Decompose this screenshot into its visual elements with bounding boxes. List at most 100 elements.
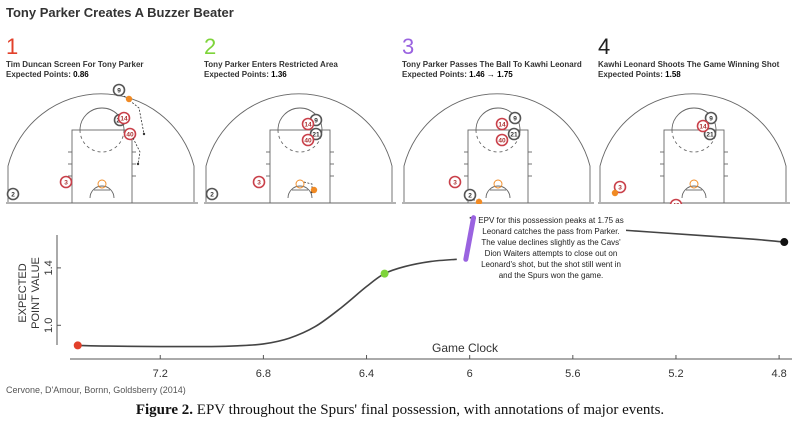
figure-caption-label: Figure 2. xyxy=(135,402,194,418)
x-tick-label: 4.8 xyxy=(771,368,786,380)
panel-3-expected-points: Expected Points: 1.46 → 1.75 xyxy=(402,70,513,80)
y-tick-label: 1.0 xyxy=(43,318,55,333)
svg-text:2: 2 xyxy=(210,192,214,199)
panel-4-ep-value: 1.58 xyxy=(665,70,681,79)
x-tick-label: 6.8 xyxy=(256,368,271,380)
panel-3-caption: Tony Parker Passes The Ball To Kawhi Leo… xyxy=(402,60,582,69)
svg-text:40: 40 xyxy=(304,138,312,145)
svg-text:40: 40 xyxy=(126,132,134,139)
players-3: 9 21 2 14 40 3 xyxy=(448,111,522,204)
panel-1-ep-label: Expected Points: xyxy=(6,70,71,79)
x-tick-label: 7.2 xyxy=(153,368,168,380)
svg-text:21: 21 xyxy=(312,132,320,139)
chart-series xyxy=(77,215,785,348)
movement-arrow xyxy=(132,137,141,165)
y-axis-label-line-1: EXPECTED xyxy=(17,263,29,323)
spurs-player-marker: 9 xyxy=(112,83,126,97)
x-tick-label: 5.2 xyxy=(668,368,683,380)
ball-icon xyxy=(611,189,619,197)
cavs-player-marker: 3 xyxy=(448,175,462,189)
panel-4-caption: Kawhi Leonard Shoots The Game Winning Sh… xyxy=(598,60,780,69)
spurs-player-marker: 2 xyxy=(6,187,20,201)
cavs-player-marker: 40 xyxy=(123,127,137,141)
svg-text:40: 40 xyxy=(498,138,506,145)
cavs-player-marker: 3 xyxy=(252,175,266,189)
panel-3-number: 3 xyxy=(402,34,415,59)
spurs-player-marker: 21 xyxy=(507,127,521,141)
cavs-player-marker: 40 xyxy=(495,133,509,147)
svg-text:9: 9 xyxy=(709,116,713,123)
panel-2-number: 2 xyxy=(204,34,217,59)
panel-3-ep-value: 1.46 → 1.75 xyxy=(469,70,513,79)
panel-4-ep-label: Expected Points: xyxy=(598,70,663,79)
figure-caption: Figure 2. EPV throughout the Spurs' fina… xyxy=(0,402,800,419)
spurs-player-marker: 9 xyxy=(508,111,522,125)
cavs-player-marker: 14 xyxy=(301,117,315,131)
panel-1-number: 1 xyxy=(6,34,19,59)
svg-text:3: 3 xyxy=(453,180,457,187)
cavs-player-marker: 3 xyxy=(613,180,627,194)
svg-text:3: 3 xyxy=(618,185,622,192)
svg-text:9: 9 xyxy=(314,118,318,125)
event-marker-1 xyxy=(73,341,82,350)
pass-highlight-segment xyxy=(463,215,477,262)
svg-text:14: 14 xyxy=(498,122,506,129)
svg-text:21: 21 xyxy=(510,132,518,139)
panel-1-expected-points: Expected Points: 0.86 xyxy=(6,70,89,80)
panel-2-ep-value: 1.36 xyxy=(271,70,287,79)
panel-1-caption: Tim Duncan Screen For Tony Parker xyxy=(6,60,144,69)
spurs-player-marker: 2 xyxy=(205,187,219,201)
svg-text:14: 14 xyxy=(120,116,128,123)
movement-arrow xyxy=(303,181,313,192)
annotation-text: EPV for this possession peaks at 1.75 as… xyxy=(476,215,626,281)
spurs-player-marker: 21 xyxy=(703,127,717,141)
cavs-player-marker: 40 xyxy=(669,198,683,205)
svg-text:40: 40 xyxy=(672,203,680,205)
panel-2-ep-label: Expected Points: xyxy=(204,70,269,79)
event-marker-3 xyxy=(780,238,789,247)
svg-text:9: 9 xyxy=(117,88,121,95)
x-tick-label: 6.4 xyxy=(359,368,374,380)
svg-text:3: 3 xyxy=(257,180,261,187)
arrow-head xyxy=(142,132,146,136)
spurs-player-marker: 2 xyxy=(463,188,477,202)
ball-icon xyxy=(125,95,133,103)
chart-axes: 1.0 1.4 7.2 6.8 6.4 6 5.6 5.2 4.8 xyxy=(43,235,792,380)
court-diagram-2: 9 21 2 14 40 3 xyxy=(204,93,396,204)
svg-text:21: 21 xyxy=(706,132,714,139)
chart-markers xyxy=(73,238,789,350)
credit-text: Cervone, D'Amour, Bornn, Goldsberry (201… xyxy=(6,385,186,395)
cavs-player-marker: 14 xyxy=(495,117,509,131)
event-marker-2 xyxy=(380,269,389,278)
ball-icon xyxy=(310,186,318,194)
y-axis-label-line-2: POINT VALUE xyxy=(30,257,42,329)
cavs-player-marker: 14 xyxy=(117,111,131,125)
svg-text:9: 9 xyxy=(513,116,517,123)
y-axis-label: EXPECTED POINT VALUE xyxy=(10,240,50,329)
svg-text:2: 2 xyxy=(11,192,15,199)
panel-4-expected-points: Expected Points: 1.58 xyxy=(598,70,681,80)
spurs-player-marker: 9 xyxy=(704,111,718,125)
figure-caption-text: EPV throughout the Spurs' final possessi… xyxy=(193,402,665,418)
epv-line-before-pass xyxy=(77,258,457,348)
arrow-head xyxy=(136,162,140,166)
epv-chart: 1.0 1.4 7.2 6.8 6.4 6 5.6 5.2 4.8 xyxy=(43,215,792,380)
x-axis-label: Game Clock xyxy=(432,341,499,355)
svg-text:14: 14 xyxy=(304,122,312,129)
panel-3-ep-label: Expected Points: xyxy=(402,70,467,79)
cavs-player-marker: 40 xyxy=(301,133,315,147)
panel-1-ep-value: 0.86 xyxy=(73,70,89,79)
ball-icon xyxy=(475,198,483,204)
svg-text:14: 14 xyxy=(699,124,707,131)
y-tick-label: 1.4 xyxy=(43,260,55,275)
movement-arrow xyxy=(123,95,145,135)
svg-text:2: 2 xyxy=(468,193,472,200)
cavs-player-marker: 3 xyxy=(59,175,73,189)
court-diagram-3: 9 21 2 14 40 3 xyxy=(402,93,594,204)
panel-2-expected-points: Expected Points: 1.36 xyxy=(204,70,287,80)
x-tick-label: 5.6 xyxy=(565,368,580,380)
